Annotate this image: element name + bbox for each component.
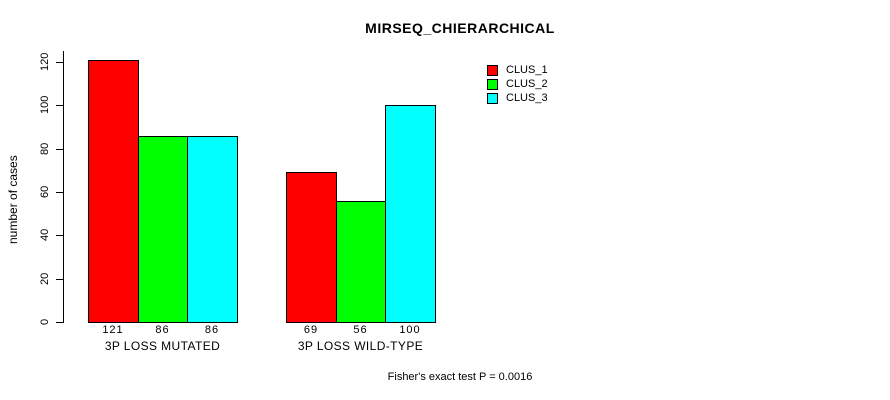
y-axis-tick-label: 0 bbox=[39, 318, 51, 326]
y-axis-tick bbox=[56, 192, 63, 193]
y-axis-tick bbox=[56, 279, 63, 280]
y-axis-tick-label: 40 bbox=[39, 228, 51, 242]
bar bbox=[88, 60, 139, 323]
y-axis-tick bbox=[56, 235, 63, 236]
legend-label: CLUS_1 bbox=[506, 63, 548, 76]
bar bbox=[286, 172, 337, 323]
bar bbox=[138, 136, 188, 323]
x-category-label: 3P LOSS WILD-TYPE bbox=[297, 339, 424, 353]
bar-value-label: 56 bbox=[353, 324, 368, 336]
legend-swatch bbox=[487, 92, 498, 104]
bar-value-label: 86 bbox=[155, 324, 170, 336]
fisher-test-caption: Fisher's exact test P = 0.0016 bbox=[387, 371, 533, 383]
bar-value-label: 100 bbox=[399, 324, 421, 336]
x-category-label: 3P LOSS MUTATED bbox=[104, 339, 221, 353]
bar bbox=[187, 136, 238, 323]
legend-swatch bbox=[487, 78, 498, 90]
y-axis-line bbox=[63, 51, 64, 323]
y-axis-tick-label: 20 bbox=[39, 272, 51, 286]
bar bbox=[385, 105, 436, 323]
y-axis-tick-label: 60 bbox=[39, 185, 51, 199]
y-axis-tick bbox=[56, 322, 63, 323]
y-axis-tick bbox=[56, 62, 63, 63]
y-axis-tick-label: 80 bbox=[39, 142, 51, 156]
legend-row: CLUS_2 bbox=[487, 77, 548, 91]
bar-value-label: 121 bbox=[102, 324, 124, 336]
legend-swatch bbox=[487, 64, 498, 76]
y-axis-tick bbox=[56, 149, 63, 150]
bar-value-label: 86 bbox=[204, 324, 220, 336]
legend-row: CLUS_1 bbox=[487, 63, 548, 77]
bar bbox=[336, 201, 386, 323]
y-axis-tick bbox=[56, 105, 63, 106]
chart-title: MIRSEQ_CHIERARCHICAL bbox=[365, 20, 555, 36]
y-axis-tick-label: 120 bbox=[39, 52, 51, 72]
legend: CLUS_1 CLUS_2 CLUS_3 bbox=[487, 63, 548, 105]
y-axis-tick-label: 100 bbox=[39, 95, 51, 115]
legend-label: CLUS_2 bbox=[506, 77, 548, 90]
legend-row: CLUS_3 bbox=[487, 91, 548, 105]
bar-value-label: 69 bbox=[303, 324, 319, 336]
legend-label: CLUS_3 bbox=[506, 91, 548, 104]
